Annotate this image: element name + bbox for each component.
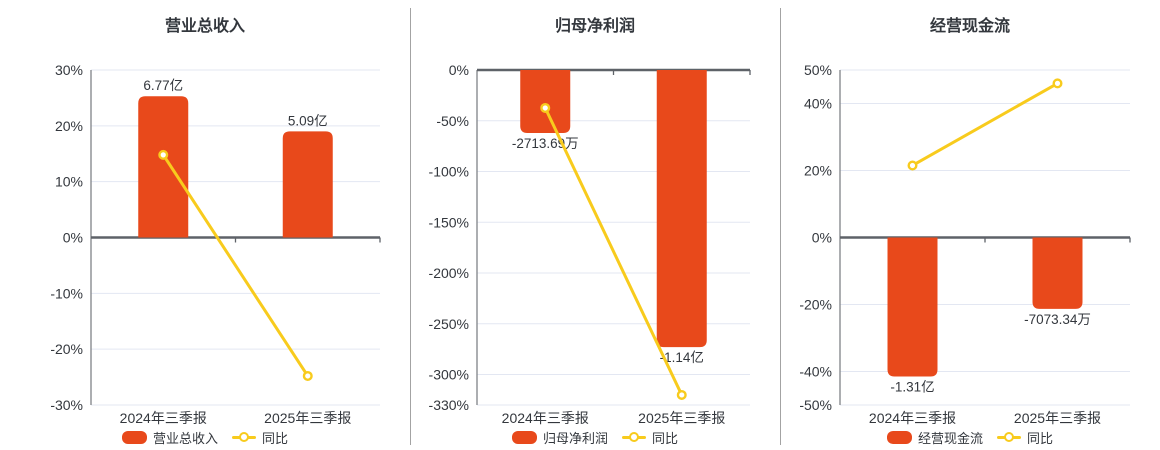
y-tick-label: -300% <box>429 367 469 383</box>
bar-value-label: -1.31亿 <box>890 380 934 395</box>
y-tick-label: -20% <box>50 341 83 357</box>
trend-point-marker <box>302 370 313 381</box>
trend-markers <box>907 78 1063 171</box>
y-gridlines <box>477 120 750 406</box>
bar-series-swatch-icon <box>511 430 537 444</box>
y-tick-label: -250% <box>429 316 469 332</box>
bar-series-swatch-icon <box>886 430 912 444</box>
chart-title-operating-cashflow: 经营现金流 <box>929 18 1010 35</box>
y-tick-label: 0% <box>812 230 832 246</box>
panel-total-revenue: 营业总收入 30% 20% 10% 0% -10% -20% -30% 6.77亿 5.09亿 2… <box>0 0 410 450</box>
line-series-icon <box>997 432 1021 443</box>
bar <box>656 70 707 348</box>
category-labels: 2024年三季报 2025年三季报 <box>869 410 1101 426</box>
category-label: 2024年三季报 <box>120 410 207 426</box>
y-tick-label: -40% <box>799 364 832 380</box>
x-axis-ticks <box>612 70 751 75</box>
legend-item-bar-series[interactable]: 营业总收入 <box>121 428 218 447</box>
y-tick-label: -30% <box>50 397 83 413</box>
trend-markers <box>540 102 687 400</box>
y-tick-label: -50% <box>436 113 469 129</box>
y-tick-label: -200% <box>429 265 469 281</box>
bar <box>138 96 189 238</box>
x-axis-ticks <box>984 237 1131 243</box>
legend-net-profit: 归母净利润 同比 <box>410 428 780 446</box>
y-tick-label: 50% <box>804 62 832 78</box>
y-tick-labels: 0% -50% -100% -150% -200% -250% -300% -330% <box>429 62 469 413</box>
bar-series-swatch-icon <box>121 430 147 444</box>
legend-line-series-label: 同比 <box>1027 430 1054 446</box>
bar-value-label: -2713.69万 <box>512 136 579 151</box>
legend-line-series-label: 同比 <box>652 430 679 446</box>
bars <box>887 237 1083 377</box>
bar-value-label: 6.77亿 <box>143 78 183 93</box>
y-tick-label: 10% <box>55 174 83 190</box>
category-label: 2024年三季报 <box>502 410 589 426</box>
bar <box>282 131 333 238</box>
line-series-icon <box>622 432 646 443</box>
legend-item-bar-series[interactable]: 经营现金流 <box>886 428 983 447</box>
category-label: 2024年三季报 <box>869 410 956 426</box>
y-tick-label: 0% <box>63 230 83 246</box>
legend-bar-series-label: 营业总收入 <box>152 430 218 446</box>
bar-value-label: -7073.34万 <box>1024 312 1091 327</box>
trend-point-marker <box>1052 78 1063 89</box>
y-tick-label: -10% <box>50 285 83 301</box>
bar <box>1032 237 1083 309</box>
legend-bar-series-label: 经营现金流 <box>917 430 983 446</box>
legend-item-line-series[interactable]: 同比 <box>232 428 288 447</box>
y-tick-label: 40% <box>804 96 832 112</box>
legend-line-series-label: 同比 <box>262 430 289 446</box>
chart-title-total-revenue: 营业总收入 <box>164 18 245 35</box>
trend-point-marker <box>676 389 687 400</box>
chart-title-net-profit: 归母净利润 <box>554 18 635 35</box>
trend-markers <box>158 149 313 381</box>
bar <box>520 70 571 133</box>
bar-value-labels: -1.31亿 -7073.34万 <box>890 312 1091 395</box>
bar-value-labels: 6.77亿 5.09亿 <box>143 78 327 128</box>
legend-item-line-series[interactable]: 同比 <box>997 428 1053 447</box>
bars <box>138 96 333 238</box>
line-series-icon <box>232 432 256 443</box>
category-label: 2025年三季报 <box>1014 410 1101 426</box>
y-tick-labels: 50% 40% 20% 0% -20% -40% -50% <box>799 62 832 413</box>
category-label: 2025年三季报 <box>264 410 351 426</box>
legend-operating-cashflow: 经营现金流 同比 <box>780 428 1160 446</box>
category-label: 2025年三季报 <box>638 410 725 426</box>
panel-divider <box>410 8 411 445</box>
y-tick-label: -330% <box>429 397 469 413</box>
trend-point-marker <box>540 102 551 113</box>
legend-total-revenue: 营业总收入 同比 <box>0 428 410 446</box>
trend-line <box>543 106 684 397</box>
category-labels: 2024年三季报 2025年三季报 <box>120 410 352 426</box>
trend-line <box>161 153 310 378</box>
y-tick-label: -100% <box>429 164 469 180</box>
trend-point-marker <box>158 149 169 160</box>
panel-operating-cashflow: 经营现金流 50% 40% 20% 0% -20% -40% -50% -1.31亿 -7073… <box>780 0 1160 450</box>
bars <box>520 70 707 348</box>
x-axis-ticks <box>234 237 381 243</box>
bar-value-label: 5.09亿 <box>288 113 328 128</box>
legend-item-line-series[interactable]: 同比 <box>622 428 678 447</box>
panel-divider <box>780 8 781 445</box>
bar <box>887 237 938 377</box>
bar-value-label: -1.14亿 <box>660 350 704 365</box>
y-tick-labels: 30% 20% 10% 0% -10% -20% -30% <box>50 62 83 413</box>
operating-cashflow-chart: 50% 40% 20% 0% -20% -40% -50% -1.31亿 -7073.34万 20… <box>799 62 1131 426</box>
category-labels: 2024年三季报 2025年三季报 <box>502 410 726 426</box>
total-revenue-chart: 30% 20% 10% 0% -10% -20% -30% 6.77亿 5.09亿 2024年三季… <box>50 62 381 426</box>
trend-point-marker <box>907 160 918 171</box>
legend-item-bar-series[interactable]: 归母净利润 <box>511 428 608 447</box>
y-tick-label: 20% <box>55 118 83 134</box>
y-tick-label: 0% <box>449 62 469 78</box>
y-tick-label: 20% <box>804 163 832 179</box>
y-tick-label: 30% <box>55 62 83 78</box>
trend-line <box>911 81 1059 167</box>
panel-net-profit: 归母净利润 0% -50% -100% -150% -200% -250% -300% -33… <box>410 0 780 450</box>
legend-bar-series-label: 归母净利润 <box>542 430 608 446</box>
y-tick-label: -150% <box>429 214 469 230</box>
y-tick-label: -20% <box>799 297 832 313</box>
net-profit-chart: 0% -50% -100% -150% -200% -250% -300% -330% -271… <box>429 62 751 426</box>
y-tick-label: -50% <box>799 397 832 413</box>
